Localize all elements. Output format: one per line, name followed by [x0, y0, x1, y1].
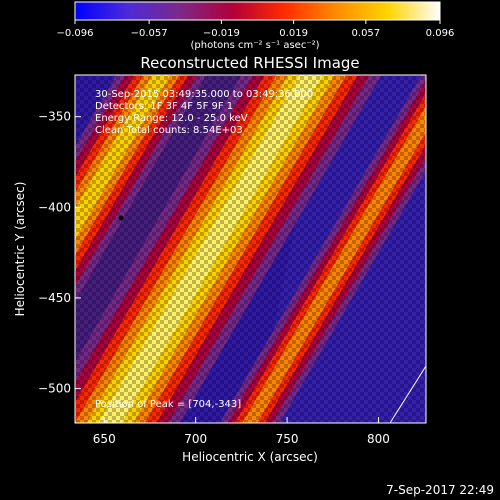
annotation-detectors: Detectors: 1F 3F 4F 5F 9F 1 — [95, 101, 233, 112]
y-tick-label: −350 — [38, 110, 71, 124]
peak-position-label: Position of Peak = [704,-343] — [95, 399, 241, 410]
x-tick-label: 650 — [93, 432, 116, 446]
timestamp: 7-Sep-2017 22:49 — [386, 483, 494, 497]
colorbar-tick-label: −0.019 — [203, 28, 240, 39]
annotation-block: 30-Sep-2015 03:49:35.000 to 03:49:36.000… — [95, 89, 313, 136]
colorbar-tick-label: 0.057 — [352, 28, 381, 39]
y-axis-label: Heliocentric Y (arcsec) — [13, 182, 27, 317]
x-tick-label: 750 — [276, 432, 299, 446]
y-axis-ticks: −350 −400 −450 −500 — [38, 110, 81, 396]
colorbar-tick-label: 0.096 — [426, 28, 455, 39]
annotation-total-counts: Clean Total counts: 8.54E+03 — [95, 125, 243, 136]
limb-line — [389, 365, 427, 424]
y-tick-label: −450 — [38, 291, 71, 305]
plot-area — [75, 75, 426, 423]
colorbar-border — [74, 1, 441, 21]
chart-title: Reconstructed RHESSI Image — [140, 54, 359, 72]
peak-marker — [118, 215, 124, 221]
heatmap-texture — [75, 75, 426, 423]
colorbar-ticks: −0.096 −0.057 −0.019 0.019 0.057 0.096 — [56, 20, 454, 39]
plot-border — [74, 74, 427, 424]
annotation-energy-range: Energy Range: 12.0 - 25.0 keV — [95, 113, 248, 124]
annotation-time-range: 30-Sep-2015 03:49:35.000 to 03:49:36.000 — [95, 89, 313, 100]
x-axis-ticks: 650 700 750 800 — [93, 417, 390, 446]
colorbar-tick-label: −0.096 — [56, 28, 93, 39]
colorbar-units: (photons cm⁻² s⁻¹ asec⁻²) — [190, 40, 319, 51]
x-axis-label: Heliocentric X (arcsec) — [182, 450, 318, 464]
colorbar-fill — [75, 2, 440, 20]
colorbar: −0.096 −0.057 −0.019 0.019 0.057 0.096 (photo… — [56, 1, 454, 51]
heatmap-image — [75, 75, 426, 423]
y-tick-label: −400 — [38, 200, 71, 214]
x-tick-label: 700 — [184, 432, 207, 446]
x-tick-label: 800 — [367, 432, 390, 446]
colorbar-tick-label: −0.057 — [131, 28, 168, 39]
y-tick-label: −500 — [38, 382, 71, 396]
colorbar-tick-label: 0.019 — [279, 28, 308, 39]
